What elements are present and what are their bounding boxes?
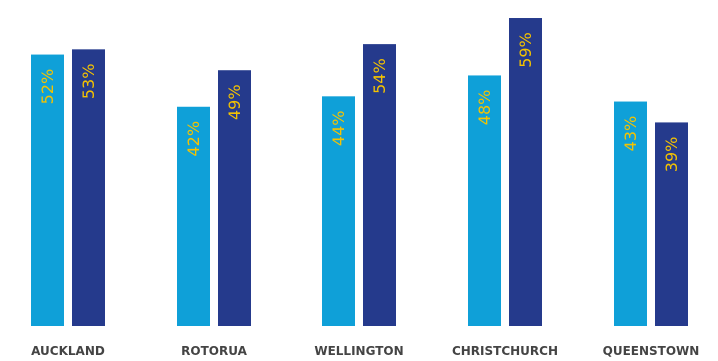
value-label-queenstown-series-1: 43%	[621, 116, 640, 152]
bar-queenstown-series-2	[655, 122, 688, 326]
bar-wellington-series-2	[363, 44, 396, 327]
value-label-queenstown-series-2: 39%	[662, 137, 681, 173]
category-label-rotorua: ROTORUA	[181, 344, 247, 358]
value-label-wellington-series-2: 54%	[370, 58, 389, 94]
bar-christchurch-series-2	[509, 18, 542, 327]
bar-auckland-series-2	[72, 49, 105, 327]
bar-auckland-series-1	[31, 54, 64, 327]
value-label-wellington-series-1: 44%	[329, 111, 348, 147]
value-label-auckland-series-1: 52%	[38, 69, 57, 105]
category-label-christchurch: CHRISTCHURCH	[452, 344, 558, 358]
bar-rotorua-series-1	[177, 106, 210, 326]
category-label-auckland: AUCKLAND	[31, 344, 105, 358]
value-label-auckland-series-2: 53%	[79, 64, 98, 100]
category-label-queenstown: QUEENSTOWN	[603, 344, 700, 358]
category-label-wellington: WELLINGTON	[314, 344, 403, 358]
bar-rotorua-series-2	[218, 70, 251, 326]
value-label-christchurch-series-2: 59%	[516, 32, 535, 68]
bar-wellington-series-1	[322, 96, 355, 326]
bar-christchurch-series-1	[468, 75, 501, 326]
value-label-rotorua-series-1: 42%	[184, 121, 203, 157]
value-label-christchurch-series-1: 48%	[475, 90, 494, 126]
bar-queenstown-series-1	[614, 101, 647, 326]
value-labels-group: 52% 53% 42% 49% 44% 54% 48% 59% 43% 39%	[38, 32, 681, 172]
bars-group	[31, 18, 688, 327]
value-label-rotorua-series-2: 49%	[225, 84, 244, 120]
category-labels-group: AUCKLAND ROTORUA WELLINGTON CHRISTCHURCH QUE…	[31, 344, 699, 358]
